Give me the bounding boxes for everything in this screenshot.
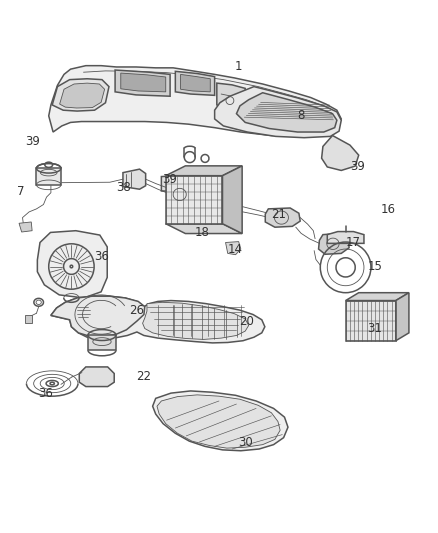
- Text: 7: 7: [17, 185, 25, 198]
- Polygon shape: [36, 168, 61, 185]
- Polygon shape: [60, 83, 105, 108]
- Polygon shape: [223, 166, 242, 233]
- Polygon shape: [346, 301, 396, 341]
- Polygon shape: [79, 367, 114, 386]
- Polygon shape: [215, 87, 341, 138]
- Text: 36: 36: [95, 250, 110, 263]
- Polygon shape: [166, 176, 223, 224]
- Text: 18: 18: [195, 225, 210, 238]
- Polygon shape: [327, 231, 364, 244]
- Text: 16: 16: [381, 203, 396, 216]
- Text: 20: 20: [239, 315, 254, 328]
- Polygon shape: [172, 185, 199, 203]
- Polygon shape: [226, 241, 241, 255]
- Text: 1: 1: [234, 60, 242, 73]
- Polygon shape: [346, 293, 409, 301]
- Text: 30: 30: [239, 436, 254, 449]
- Polygon shape: [166, 166, 242, 176]
- Text: 15: 15: [367, 260, 382, 273]
- Polygon shape: [152, 391, 288, 451]
- Polygon shape: [157, 395, 280, 448]
- Polygon shape: [49, 66, 341, 135]
- Text: 39: 39: [25, 135, 39, 148]
- Text: 8: 8: [297, 109, 305, 123]
- Polygon shape: [37, 231, 107, 298]
- Text: 39: 39: [162, 173, 177, 185]
- Polygon shape: [51, 296, 145, 336]
- Text: 36: 36: [38, 386, 53, 400]
- Text: 26: 26: [130, 304, 145, 317]
- Text: 21: 21: [272, 208, 286, 222]
- Polygon shape: [217, 83, 245, 110]
- Text: 31: 31: [367, 322, 382, 335]
- Polygon shape: [25, 316, 32, 323]
- Text: 39: 39: [350, 160, 365, 173]
- Polygon shape: [88, 335, 116, 350]
- Polygon shape: [123, 169, 146, 189]
- Polygon shape: [237, 93, 337, 132]
- Polygon shape: [166, 224, 242, 233]
- Polygon shape: [265, 208, 300, 227]
- Polygon shape: [175, 71, 215, 95]
- Polygon shape: [321, 135, 359, 171]
- Polygon shape: [318, 233, 349, 254]
- Polygon shape: [121, 73, 166, 92]
- Polygon shape: [143, 302, 249, 340]
- Text: 14: 14: [228, 244, 243, 256]
- Polygon shape: [52, 79, 109, 111]
- Polygon shape: [396, 293, 409, 341]
- Polygon shape: [115, 70, 170, 96]
- Polygon shape: [19, 222, 32, 232]
- Polygon shape: [51, 296, 265, 343]
- Text: 38: 38: [117, 181, 131, 195]
- Polygon shape: [180, 75, 210, 92]
- Text: 22: 22: [136, 370, 151, 383]
- Text: 17: 17: [346, 236, 360, 248]
- Polygon shape: [161, 176, 185, 191]
